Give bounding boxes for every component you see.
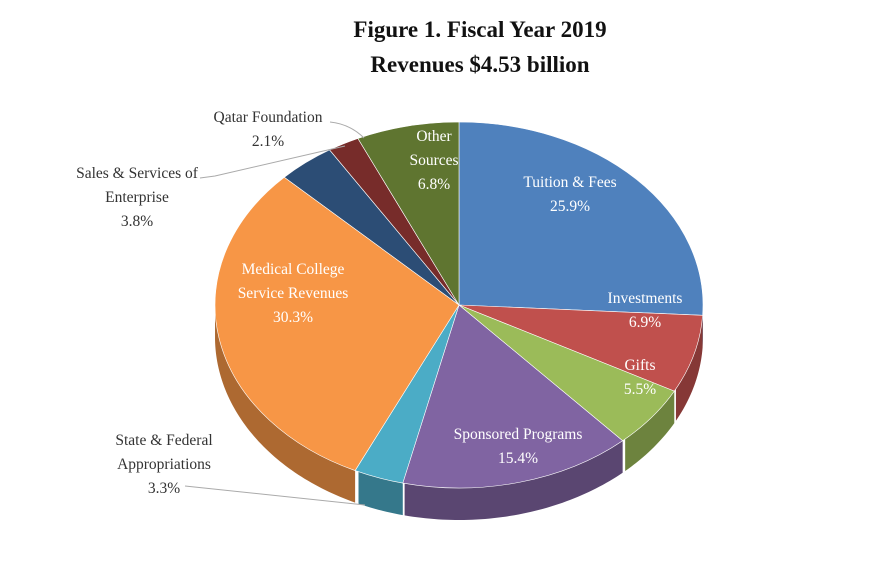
slice-label-gifts: Gifts 5.5% xyxy=(623,357,657,398)
slice-label-state: State & Federal Appropriations 3.3% xyxy=(115,432,213,497)
slice-label-qatar: Qatar Foundation 2.1% xyxy=(213,109,323,150)
slice-side-medical-college-service-revenues xyxy=(215,307,356,503)
slice-label-other: Other Sources 6.8% xyxy=(409,128,459,193)
slice-label-sponsored: Sponsored Programs 15.4% xyxy=(453,426,583,467)
slice-side-gifts xyxy=(625,391,675,472)
slice-label-tuition: Tuition & Fees 25.9% xyxy=(523,174,617,215)
leader-line-state xyxy=(184,485,366,506)
leader-line-sales xyxy=(199,145,346,179)
slice-side-state-federal-appropriations xyxy=(358,471,403,516)
leader-line-qatar xyxy=(329,121,365,139)
slice-tuition-fees xyxy=(458,121,704,316)
slice-label-sales: Sales & Services of Enterprise 3.8% xyxy=(76,165,198,230)
slice-side-investments xyxy=(675,315,703,421)
slice-medical-college-service-revenues xyxy=(214,176,460,471)
slice-other-sources xyxy=(357,121,460,307)
slice-investments xyxy=(458,304,703,392)
slice-label-medical: Medical College Service Revenues 30.3% xyxy=(237,261,349,326)
chart-subtitle: Revenues $4.53 billion xyxy=(370,52,590,77)
slice-sponsored-programs xyxy=(402,304,624,489)
chart-title: Figure 1. Fiscal Year 2019 xyxy=(353,17,607,42)
slice-side-sponsored-programs xyxy=(404,440,623,520)
slice-label-investments: Investments 6.9% xyxy=(607,290,683,331)
